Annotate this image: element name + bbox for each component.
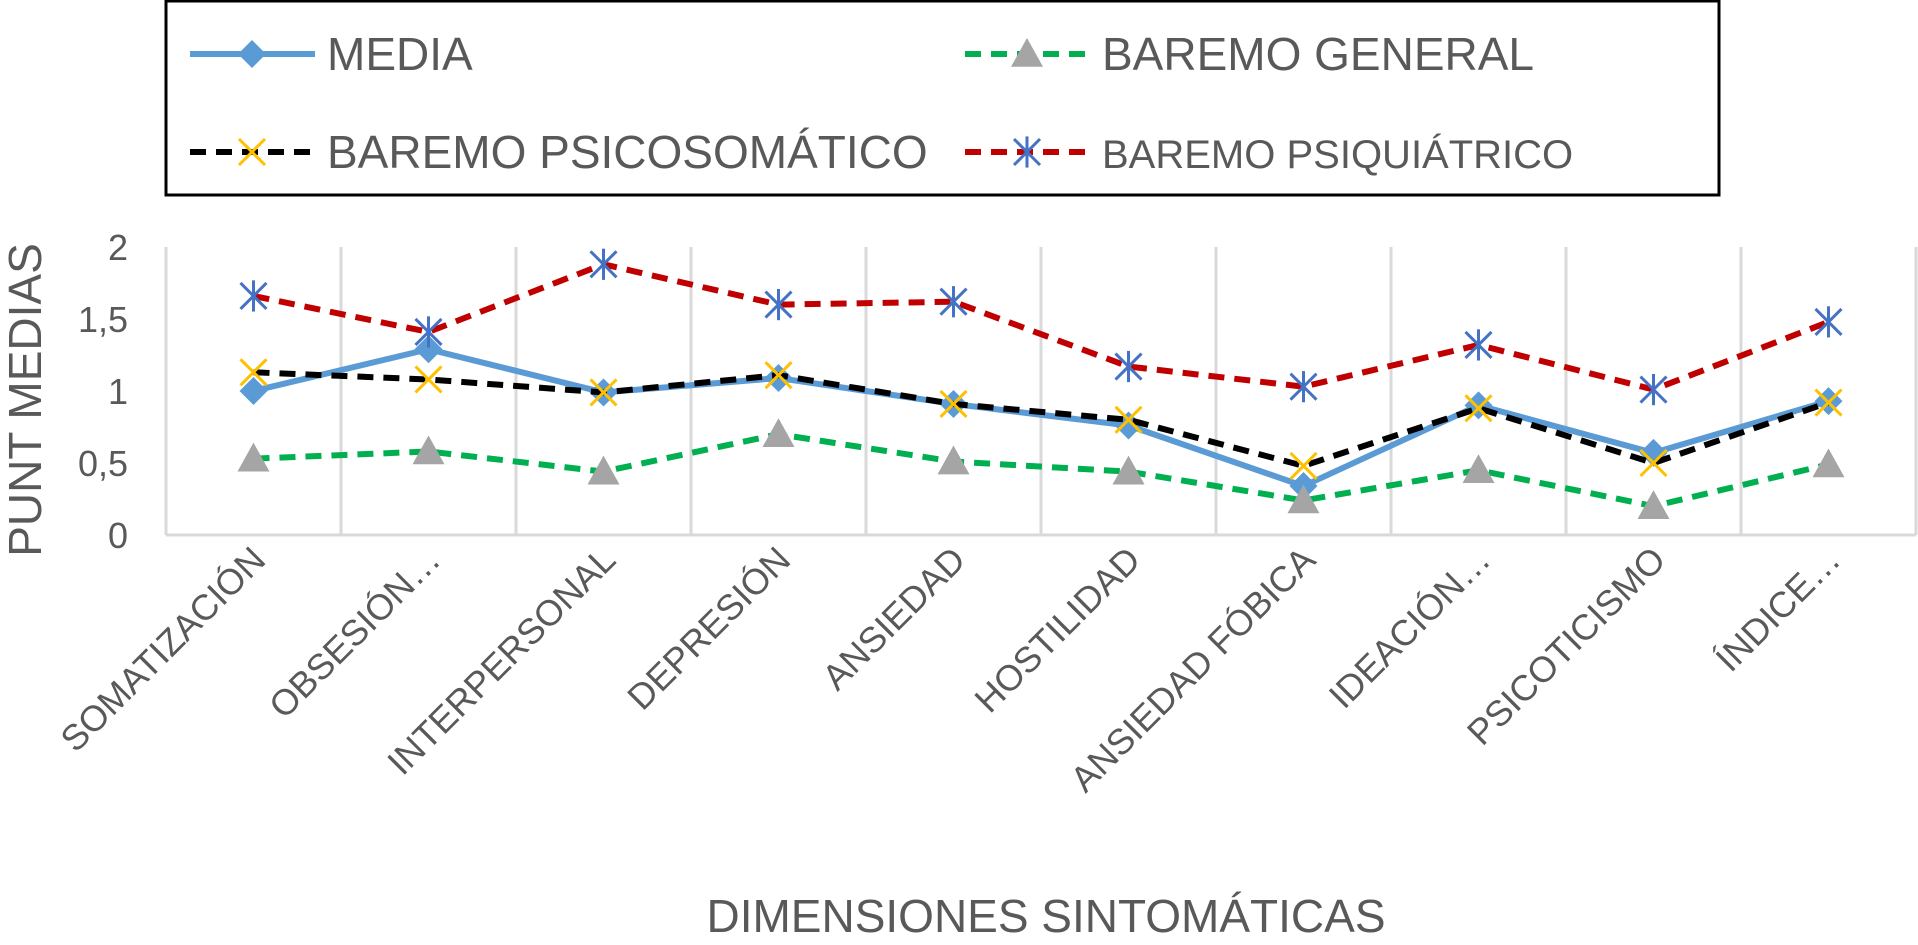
data-point [1637,490,1670,519]
data-point [764,361,793,390]
data-point [1812,448,1845,478]
x-tick-label: DEPRESIÓN [619,539,798,718]
series-2 [237,418,1845,519]
data-point [1114,350,1143,383]
data-point [414,365,443,394]
series-line [252,261,1830,393]
data-point [1464,329,1493,361]
legend: MEDIA BAREMO GENERAL BAREMO PSICOSOMÁTICO B… [164,0,1721,197]
y-tick-label: 0,5 [78,443,128,484]
x-tick-label: HOSTILIDAD [966,539,1148,721]
legend-box [164,0,1721,197]
legend-entry: BAREMO GENERAL [965,28,1534,80]
data-point [1639,448,1668,478]
data-point [1814,306,1843,338]
data-point [1114,411,1143,440]
data-point [587,455,620,485]
legend-marker [238,40,266,68]
data-point [1112,455,1145,485]
x-axis-title: DIMENSIONES SINTOMÁTICAS [706,890,1385,942]
series-line [253,431,1830,510]
y-tick-label: 1,5 [78,299,128,340]
legend-marker [237,137,267,167]
data-point [1114,405,1143,434]
legend-label: BAREMO PSICOSOMÁTICO [327,126,928,178]
series-4 [239,248,1843,406]
data-point [939,389,968,419]
data-point [414,335,443,364]
data-point [237,442,270,472]
data-point [589,378,618,407]
data-point [1639,373,1668,406]
y-axis-ticks: 0 0,5 1 1,5 2 [78,227,128,556]
data-point [239,280,268,312]
x-tick-label: SOMATIZACIÓN [52,539,273,760]
gridlines [164,247,1918,537]
data-point [764,289,793,321]
x-tick-label: OBSESIÓN… [261,539,448,726]
data-point [937,445,970,475]
data-point [1289,451,1318,480]
y-axis-title: PUNT MEDIAS [0,243,51,557]
series-line [253,369,1830,469]
legend-label: MEDIA [327,28,473,80]
legend-label: BAREMO PSIQUIÁTRICO [1102,132,1573,177]
legend-entry: BAREMO PSIQUIÁTRICO [965,132,1573,177]
data-point [1464,394,1493,423]
legend-label: BAREMO GENERAL [1102,28,1534,80]
data-point [1462,454,1495,483]
data-point [762,418,795,447]
y-tick-label: 2 [108,227,128,268]
y-tick-label: 0 [108,515,128,556]
data-point [1814,388,1843,417]
series-layer [237,248,1845,519]
data-point [1289,371,1318,403]
legend-entry: BAREMO PSICOSOMÁTICO [190,126,928,178]
data-point [589,248,618,280]
data-point [239,377,268,405]
data-point [239,358,268,387]
legend-marker [1012,136,1042,168]
x-tick-label: ANSIEDAD [814,539,973,698]
data-point [1464,391,1493,420]
x-tick-label: IDEACIÓN… [1321,539,1499,717]
data-point [412,435,445,465]
data-point [1287,484,1320,514]
data-point [414,316,443,348]
legend-marker [1011,38,1043,67]
y-tick-label: 1 [108,371,128,412]
legend-entry: MEDIA [190,28,473,80]
data-point [939,286,968,318]
x-tick-label: ÍNDICE… [1707,539,1848,680]
series-3 [239,358,1843,480]
x-axis-ticks: SOMATIZACIÓNOBSESIÓN…INTERPERSONALDEPRES… [52,539,1848,800]
